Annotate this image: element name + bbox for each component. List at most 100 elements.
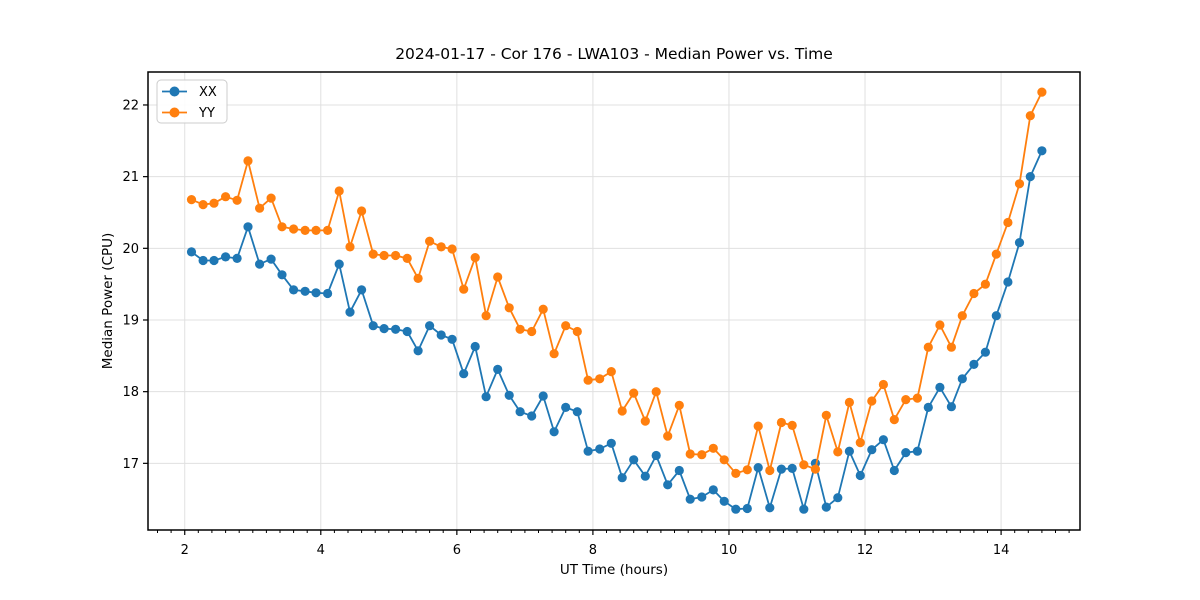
series-xx-point xyxy=(629,455,639,465)
series-yy-point xyxy=(617,406,627,416)
series-xx-point xyxy=(277,270,287,280)
plot-area: 2 4 6 8 10 12 14 17 18 19 20 21 22 xyxy=(122,71,1081,558)
series-xx-point xyxy=(538,391,548,401)
series-yy-point xyxy=(912,393,923,403)
series-xx-point xyxy=(289,285,299,295)
x-tick-label: 2 xyxy=(181,543,189,558)
series-yy-point xyxy=(742,465,752,475)
series-xx-point xyxy=(357,285,367,295)
series-yy-point xyxy=(447,244,457,254)
series-yy-point xyxy=(391,250,401,261)
x-tick-label: 8 xyxy=(589,543,597,558)
series-xx-point xyxy=(379,324,389,334)
series-yy-point xyxy=(277,222,287,232)
series-yy-point xyxy=(311,225,321,235)
series-xx-point xyxy=(334,259,344,269)
series-yy-point xyxy=(221,192,231,202)
series-xx-point xyxy=(595,444,605,454)
series-yy-point xyxy=(855,438,865,448)
x-tick-label: 4 xyxy=(317,543,325,558)
series-yy-point xyxy=(493,272,503,282)
series-xx-point xyxy=(323,288,333,299)
series-yy-point xyxy=(923,342,933,352)
series-xx-point xyxy=(549,427,559,437)
series-xx-point xyxy=(300,286,310,296)
series-xx-point xyxy=(742,503,752,514)
series-xx-point xyxy=(912,446,923,456)
series-yy-point xyxy=(821,410,831,420)
series-xx-point xyxy=(991,311,1001,321)
series-yy-point xyxy=(946,342,957,352)
series-yy-point xyxy=(323,225,333,235)
series-yy-point xyxy=(1003,217,1013,228)
series-yy-point xyxy=(833,447,843,457)
series-xx-point xyxy=(901,448,911,458)
series-yy-point xyxy=(957,311,967,321)
series-xx-point xyxy=(606,438,616,448)
series-yy-point xyxy=(583,375,593,385)
series-yy-point xyxy=(243,156,253,166)
series-yy-point xyxy=(1025,111,1035,121)
series-yy-point xyxy=(345,242,355,252)
series-yy-point xyxy=(753,421,763,431)
series-xx-point xyxy=(345,307,355,317)
series-xx-point xyxy=(799,504,809,514)
series-yy-point xyxy=(991,249,1001,259)
series-xx-point xyxy=(969,359,979,369)
series-yy-point xyxy=(481,311,491,321)
series-xx-point xyxy=(1037,146,1047,156)
series-xx-point xyxy=(617,473,627,483)
series-yy-point xyxy=(266,193,276,203)
series-xx-point xyxy=(515,407,525,417)
series-yy-point xyxy=(595,374,605,384)
series-xx-point xyxy=(243,222,253,232)
series-xx-point xyxy=(844,446,855,456)
x-tick-label: 12 xyxy=(857,543,874,558)
series-xx-point xyxy=(481,392,491,402)
series-xx-point xyxy=(221,252,231,262)
series-yy-point xyxy=(538,304,548,314)
series-xx-point xyxy=(311,288,321,298)
series-xx-point xyxy=(1025,172,1035,182)
series-xx-point xyxy=(855,470,865,481)
y-tick-label: 22 xyxy=(122,98,139,113)
plot-border xyxy=(147,71,1081,531)
series-xx-point xyxy=(731,504,741,514)
series-xx-point xyxy=(787,463,797,473)
series-yy-point xyxy=(935,320,945,330)
series-xx-point xyxy=(821,502,831,512)
y-tick-label: 18 xyxy=(122,385,139,400)
series-yy-point xyxy=(640,416,650,426)
series-xx-point xyxy=(697,492,707,502)
series-xx-point xyxy=(651,450,661,461)
series-xx-point xyxy=(368,321,378,331)
series-xx-point xyxy=(663,480,673,490)
x-tick-label: 14 xyxy=(993,543,1010,558)
series-xx-point xyxy=(391,324,401,334)
series-yy-point xyxy=(901,395,911,405)
series-yy-point xyxy=(663,431,673,441)
series-yy-point xyxy=(379,250,389,261)
series-yy-point xyxy=(515,324,525,334)
series-xx-point xyxy=(980,347,991,357)
series-yy-point xyxy=(436,242,446,252)
legend-label-xx: XX xyxy=(199,85,217,100)
series-yy-point xyxy=(289,224,299,234)
series-xx-point xyxy=(867,445,877,455)
series-xx-point xyxy=(957,374,967,384)
series-yy-point xyxy=(810,464,821,474)
series-xx-point xyxy=(1003,277,1013,287)
series-yy-point xyxy=(889,415,899,425)
series-xx-point xyxy=(765,503,775,513)
series-xx-point xyxy=(232,253,242,263)
y-tick-label: 17 xyxy=(122,457,139,472)
series-xx-point xyxy=(572,407,582,417)
series-yy-point xyxy=(674,400,684,410)
series-yy-point xyxy=(198,200,208,210)
x-tick-label: 6 xyxy=(453,543,461,558)
series-xx-point xyxy=(640,471,650,481)
series-yy-point xyxy=(651,387,661,397)
series-yy-point xyxy=(685,449,695,459)
